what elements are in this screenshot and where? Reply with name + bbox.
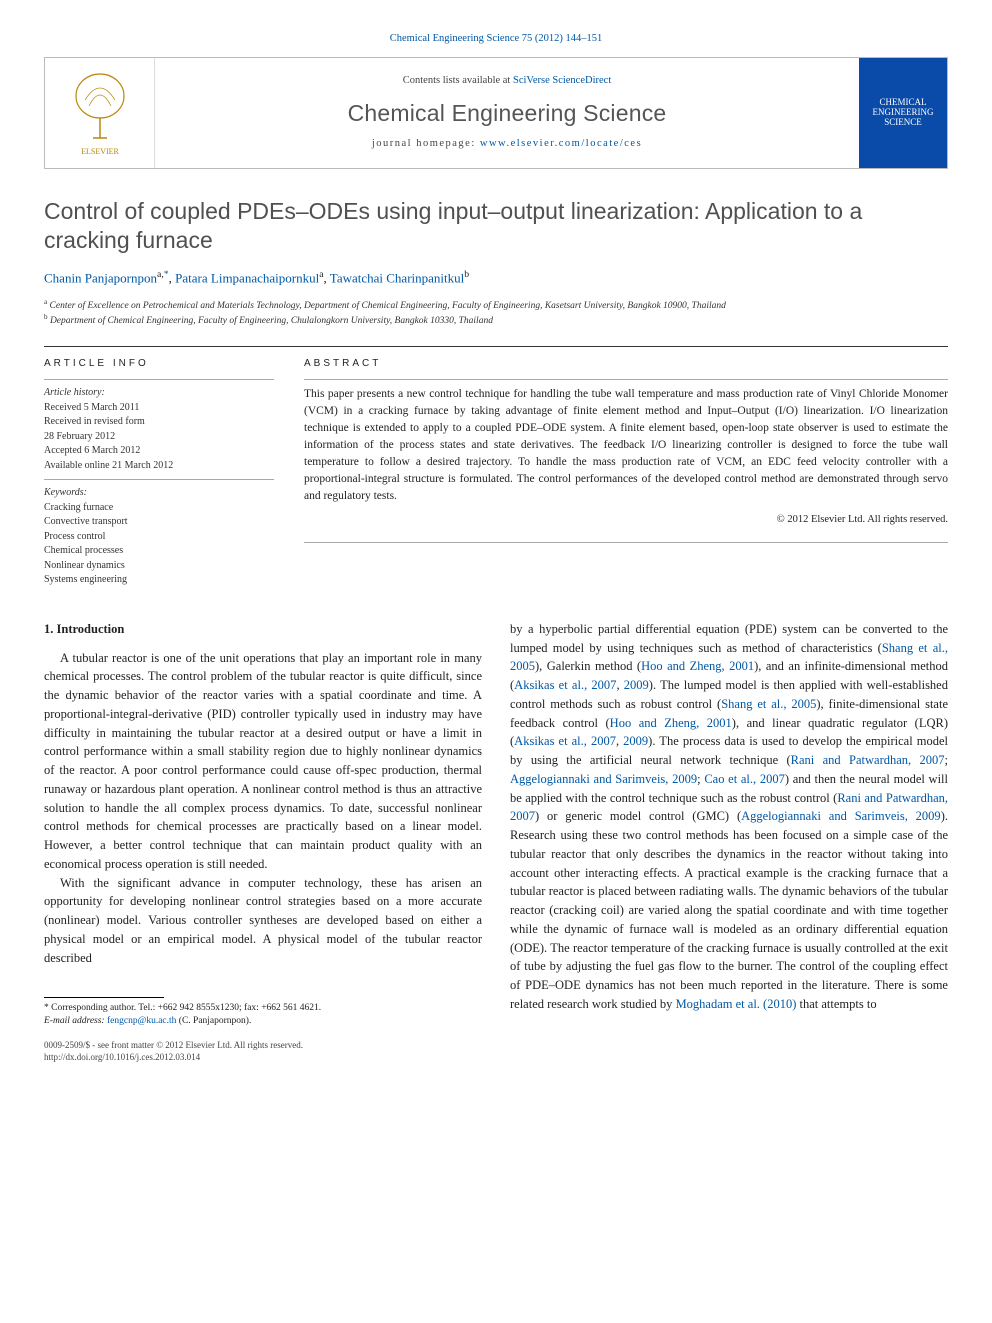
- article-title: Control of coupled PDEs–ODEs using input…: [44, 197, 948, 255]
- sciencedirect-link[interactable]: SciVerse ScienceDirect: [513, 75, 611, 86]
- affiliations-block: a Center of Excellence on Petrochemical …: [44, 298, 948, 328]
- ref-hoo-2001[interactable]: Hoo and Zheng, 2001: [641, 659, 754, 673]
- abstract-text: This paper presents a new control techni…: [304, 386, 948, 505]
- journal-cover-thumb: CHEMICAL ENGINEERING SCIENCE: [859, 58, 947, 168]
- author-sup-b: b: [464, 269, 469, 280]
- t2: ), Galerkin method (: [535, 659, 641, 673]
- elsevier-tree-icon: ELSEVIER: [65, 68, 135, 158]
- author-link-1[interactable]: Chanin Panjapornpon: [44, 271, 157, 286]
- ref-hoo-2001b[interactable]: Hoo and Zheng, 2001: [610, 716, 732, 730]
- t11: that attempts to: [796, 997, 876, 1011]
- email-link[interactable]: fengcnp@ku.ac.th: [107, 1016, 176, 1026]
- history-revised-line2: 28 February 2012: [44, 430, 274, 445]
- keyword-3: Process control: [44, 530, 274, 545]
- issn-line: 0009-2509/$ - see front matter © 2012 El…: [44, 1040, 482, 1052]
- history-revised-line1: Received in revised form: [44, 415, 274, 430]
- abstract-column: ABSTRACT This paper presents a new contr…: [304, 357, 948, 588]
- affiliation-a: a Center of Excellence on Petrochemical …: [44, 298, 948, 313]
- footnote-separator: [44, 997, 164, 998]
- author-sup-a2: a: [319, 269, 323, 280]
- aff-text-b: Department of Chemical Engineering, Facu…: [48, 316, 493, 326]
- cover-title-text: CHEMICAL ENGINEERING SCIENCE: [863, 98, 943, 128]
- divider-top: [44, 346, 948, 347]
- aff-text-a: Center of Excellence on Petrochemical an…: [47, 301, 726, 311]
- email-tail: (C. Panjapornpon).: [176, 1016, 251, 1026]
- journal-reference-header: Chemical Engineering Science 75 (2012) 1…: [44, 28, 948, 47]
- keywords-block: Keywords: Cracking furnace Convective tr…: [44, 486, 274, 588]
- divider-abstract-bottom: [304, 542, 948, 543]
- masthead-center: Contents lists available at SciVerse Sci…: [155, 58, 859, 168]
- author-sup-a: a,: [157, 269, 164, 280]
- homepage-prefix: journal homepage:: [372, 138, 480, 149]
- s1: ;: [945, 753, 948, 767]
- ref-aggelo-2009b[interactable]: Aggelogiannaki and Sarimveis, 2009: [741, 809, 941, 823]
- article-info-label: ARTICLE INFO: [44, 357, 274, 371]
- affiliation-b: b Department of Chemical Engineering, Fa…: [44, 313, 948, 328]
- keywords-label: Keywords:: [44, 486, 274, 501]
- ref-rani-2007[interactable]: Rani and Patwardhan, 2007: [791, 753, 945, 767]
- divider-abstract: [304, 379, 948, 380]
- ref-aksikas-2009b[interactable]: 2009: [623, 734, 648, 748]
- contents-line: Contents lists available at SciVerse Sci…: [403, 74, 611, 89]
- publisher-masthead: ELSEVIER Contents lists available at Sci…: [44, 57, 948, 169]
- abstract-copyright: © 2012 Elsevier Ltd. All rights reserved…: [304, 513, 948, 528]
- keyword-5: Nonlinear dynamics: [44, 559, 274, 574]
- ref-moghadam-2010[interactable]: Moghadam et al. (2010): [676, 997, 797, 1011]
- ref-aksikas-2007b[interactable]: Aksikas et al., 2007: [514, 734, 616, 748]
- ref-aksikas-2009[interactable]: 2009: [624, 678, 649, 692]
- t10: ). Research using these two control meth…: [510, 809, 948, 1011]
- email-label: E-mail address:: [44, 1016, 107, 1026]
- history-received: Received 5 March 2011: [44, 401, 274, 416]
- authors-line: Chanin Panjapornpona,*, Patara Limpanach…: [44, 268, 948, 288]
- divider-info: [44, 379, 274, 380]
- abstract-label: ABSTRACT: [304, 357, 948, 371]
- journal-title: Chemical Engineering Science: [348, 97, 667, 130]
- author-link-3[interactable]: Tawatchai Charinpanitkul: [330, 271, 464, 286]
- article-history: Article history: Received 5 March 2011 R…: [44, 386, 274, 473]
- author-link-2[interactable]: Patara Limpanachaipornkul: [175, 271, 319, 286]
- section-heading-1: 1. Introduction: [44, 620, 482, 639]
- corresponding-star[interactable]: *: [164, 269, 169, 280]
- journal-homepage-line: journal homepage: www.elsevier.com/locat…: [372, 137, 642, 152]
- keyword-2: Convective transport: [44, 515, 274, 530]
- history-accepted: Accepted 6 March 2012: [44, 444, 274, 459]
- keyword-6: Systems engineering: [44, 573, 274, 588]
- doi-line: http://dx.doi.org/10.1016/j.ces.2012.03.…: [44, 1052, 482, 1064]
- divider-kw: [44, 479, 274, 480]
- t9: ) or generic model control (GMC) (: [535, 809, 741, 823]
- c1: ,: [616, 678, 623, 692]
- keyword-4: Chemical processes: [44, 544, 274, 559]
- ref-shang-2005b[interactable]: Shang et al., 2005: [721, 697, 816, 711]
- homepage-link[interactable]: www.elsevier.com/locate/ces: [480, 138, 642, 149]
- meta-abstract-row: ARTICLE INFO Article history: Received 5…: [44, 357, 948, 588]
- ref-aggelo-2009[interactable]: Aggelogiannaki and Sarimveis, 2009: [510, 772, 697, 786]
- history-online: Available online 21 March 2012: [44, 459, 274, 474]
- publisher-name-text: ELSEVIER: [81, 147, 119, 156]
- body-para-1: A tubular reactor is one of the unit ope…: [44, 649, 482, 874]
- ref-aksikas-2007[interactable]: Aksikas et al., 2007: [514, 678, 616, 692]
- keyword-1: Cracking furnace: [44, 501, 274, 516]
- corresponding-footnote: * Corresponding author. Tel.: +662 942 8…: [44, 1002, 482, 1028]
- body-para-2: With the significant advance in computer…: [44, 874, 482, 968]
- contents-prefix: Contents lists available at: [403, 75, 513, 86]
- ref-cao-2007[interactable]: Cao et al., 2007: [704, 772, 785, 786]
- journal-ref-link[interactable]: Chemical Engineering Science 75 (2012) 1…: [390, 33, 603, 44]
- body-col-right: by a hyperbolic partial differential equ…: [510, 620, 948, 1064]
- body-col-left: 1. Introduction A tubular reactor is one…: [44, 620, 482, 1064]
- article-info-column: ARTICLE INFO Article history: Received 5…: [44, 357, 274, 588]
- body-two-column: 1. Introduction A tubular reactor is one…: [44, 620, 948, 1064]
- footnote-email-line: E-mail address: fengcnp@ku.ac.th (C. Pan…: [44, 1015, 482, 1028]
- publisher-logo-cell: ELSEVIER: [45, 58, 155, 168]
- body-para-3: by a hyperbolic partial differential equ…: [510, 620, 948, 1014]
- footnote-corr: * Corresponding author. Tel.: +662 942 8…: [44, 1002, 482, 1015]
- bottom-meta: 0009-2509/$ - see front matter © 2012 El…: [44, 1040, 482, 1063]
- history-label: Article history:: [44, 386, 274, 401]
